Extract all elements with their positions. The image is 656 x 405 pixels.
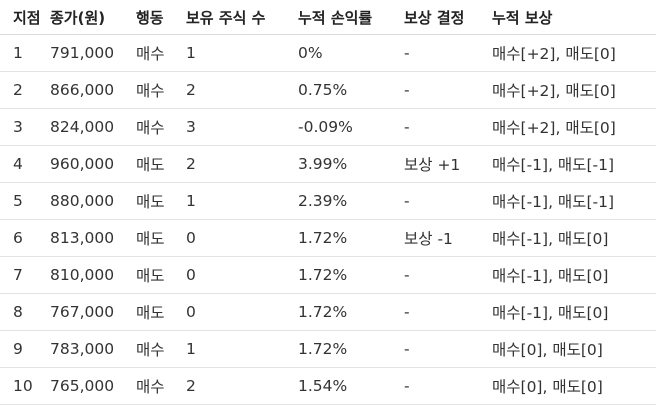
table-row: 8 767,000 매도 0 1.72% - 매수[-1], 매도[0] <box>0 293 656 331</box>
cell-cumulative-reward: 매수[-1], 매도[-1] <box>492 145 656 183</box>
header-cumulative-return: 누적 손익률 <box>298 0 404 35</box>
cell-reward-decision: - <box>404 367 492 405</box>
cell-point: 7 <box>0 256 48 294</box>
cell-close-price: 824,000 <box>48 108 136 146</box>
cell-reward-decision: - <box>404 293 492 331</box>
cell-point: 3 <box>0 108 48 146</box>
cell-cumulative-return: 1.72% <box>298 256 404 294</box>
cell-close-price: 813,000 <box>48 219 136 257</box>
table-row: 2 866,000 매수 2 0.75% - 매수[+2], 매도[0] <box>0 71 656 109</box>
cell-cumulative-return: 0.75% <box>298 71 404 109</box>
cell-cumulative-reward: 매수[+2], 매도[0] <box>492 34 656 72</box>
cell-cumulative-return: 2.39% <box>298 182 404 220</box>
cell-action: 매수 <box>136 108 186 146</box>
cell-cumulative-return: 1.54% <box>298 367 404 405</box>
cell-action: 매수 <box>136 330 186 368</box>
cell-cumulative-return: 1.72% <box>298 293 404 331</box>
cell-close-price: 767,000 <box>48 293 136 331</box>
table-row: 1 791,000 매수 1 0% - 매수[+2], 매도[0] <box>0 34 656 72</box>
cell-point: 2 <box>0 71 48 109</box>
table-row: 3 824,000 매수 3 -0.09% - 매수[+2], 매도[0] <box>0 108 656 146</box>
cell-action: 매도 <box>136 293 186 331</box>
cell-action: 매도 <box>136 219 186 257</box>
cell-cumulative-return: 1.72% <box>298 330 404 368</box>
header-reward-decision: 보상 결정 <box>404 0 492 35</box>
cell-cumulative-reward: 매수[+2], 매도[0] <box>492 71 656 109</box>
cell-shares-held: 0 <box>186 293 298 331</box>
cell-shares-held: 2 <box>186 145 298 183</box>
table-row: 7 810,000 매도 0 1.72% - 매수[-1], 매도[0] <box>0 256 656 294</box>
header-point: 지점 <box>0 0 48 35</box>
cell-action: 매도 <box>136 256 186 294</box>
table-row: 10 765,000 매수 2 1.54% - 매수[0], 매도[0] <box>0 367 656 405</box>
cell-cumulative-reward: 매수[-1], 매도[-1] <box>492 182 656 220</box>
cell-cumulative-return: 0% <box>298 34 404 72</box>
cell-reward-decision: - <box>404 182 492 220</box>
cell-cumulative-reward: 매수[0], 매도[0] <box>492 330 656 368</box>
cell-point: 1 <box>0 34 48 72</box>
cell-cumulative-reward: 매수[0], 매도[0] <box>492 367 656 405</box>
header-shares-held: 보유 주식 수 <box>186 0 298 35</box>
table-header-row: 지점 종가(원) 행동 보유 주식 수 누적 손익률 보상 결정 누적 보상 <box>0 0 656 35</box>
cell-point: 4 <box>0 145 48 183</box>
table-row: 9 783,000 매수 1 1.72% - 매수[0], 매도[0] <box>0 330 656 368</box>
cell-reward-decision: - <box>404 108 492 146</box>
cell-close-price: 960,000 <box>48 145 136 183</box>
header-action: 행동 <box>136 0 186 35</box>
table-row: 5 880,000 매도 1 2.39% - 매수[-1], 매도[-1] <box>0 182 656 220</box>
cell-cumulative-return: 1.72% <box>298 219 404 257</box>
header-cumulative-reward: 누적 보상 <box>492 0 656 35</box>
cell-shares-held: 1 <box>186 182 298 220</box>
cell-point: 9 <box>0 330 48 368</box>
cell-reward-decision: 보상 -1 <box>404 219 492 257</box>
cell-action: 매도 <box>136 182 186 220</box>
cell-shares-held: 0 <box>186 256 298 294</box>
cell-point: 8 <box>0 293 48 331</box>
header-close-price: 종가(원) <box>48 0 136 35</box>
cell-cumulative-return: -0.09% <box>298 108 404 146</box>
cell-cumulative-reward: 매수[-1], 매도[0] <box>492 293 656 331</box>
cell-cumulative-reward: 매수[+2], 매도[0] <box>492 108 656 146</box>
cell-point: 6 <box>0 219 48 257</box>
cell-shares-held: 1 <box>186 330 298 368</box>
table-row: 4 960,000 매도 2 3.99% 보상 +1 매수[-1], 매도[-1… <box>0 145 656 183</box>
cell-reward-decision: - <box>404 256 492 294</box>
cell-shares-held: 3 <box>186 108 298 146</box>
cell-point: 10 <box>0 367 48 405</box>
cell-shares-held: 1 <box>186 34 298 72</box>
cell-cumulative-reward: 매수[-1], 매도[0] <box>492 256 656 294</box>
cell-close-price: 810,000 <box>48 256 136 294</box>
cell-close-price: 866,000 <box>48 71 136 109</box>
cell-reward-decision: - <box>404 330 492 368</box>
cell-reward-decision: 보상 +1 <box>404 145 492 183</box>
cell-reward-decision: - <box>404 34 492 72</box>
table-row: 6 813,000 매도 0 1.72% 보상 -1 매수[-1], 매도[0] <box>0 219 656 257</box>
cell-shares-held: 2 <box>186 71 298 109</box>
cell-shares-held: 2 <box>186 367 298 405</box>
cell-action: 매도 <box>136 145 186 183</box>
cell-close-price: 765,000 <box>48 367 136 405</box>
cell-action: 매수 <box>136 34 186 72</box>
cell-close-price: 880,000 <box>48 182 136 220</box>
cell-close-price: 783,000 <box>48 330 136 368</box>
cell-action: 매수 <box>136 71 186 109</box>
cell-cumulative-reward: 매수[-1], 매도[0] <box>492 219 656 257</box>
cell-action: 매수 <box>136 367 186 405</box>
cell-point: 5 <box>0 182 48 220</box>
cell-cumulative-return: 3.99% <box>298 145 404 183</box>
cell-close-price: 791,000 <box>48 34 136 72</box>
cell-shares-held: 0 <box>186 219 298 257</box>
cell-reward-decision: - <box>404 71 492 109</box>
